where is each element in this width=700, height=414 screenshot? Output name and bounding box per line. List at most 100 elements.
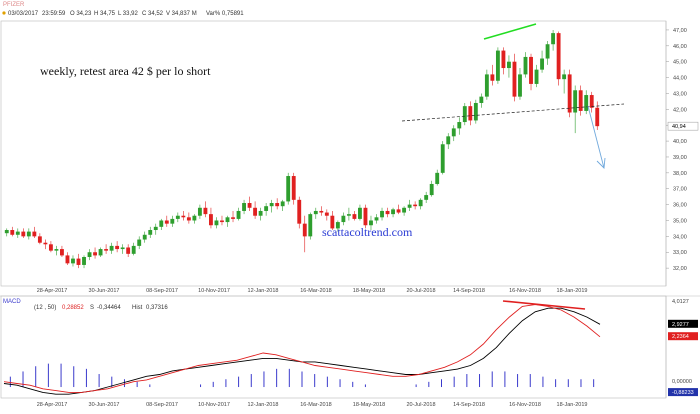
price-y-tick-label: 38,00 bbox=[673, 171, 687, 177]
candle bbox=[369, 215, 373, 231]
candle bbox=[87, 249, 92, 261]
candle bbox=[192, 214, 197, 224]
candle bbox=[407, 199, 412, 211]
price-y-tick-label: 46,00 bbox=[673, 44, 687, 50]
price-y-tick: 36,00 bbox=[666, 203, 687, 209]
price-y-tick-label: 32,00 bbox=[673, 266, 687, 272]
candle bbox=[534, 64, 539, 88]
candle bbox=[556, 31, 561, 86]
candle bbox=[15, 228, 20, 238]
quote-header: 03/03/2017 23:59:59 O 34,23 H 34,75 L 33… bbox=[8, 11, 244, 17]
candle bbox=[291, 172, 296, 205]
price-y-tick-label: 37,00 bbox=[673, 187, 687, 193]
candle bbox=[324, 209, 329, 221]
candle bbox=[578, 85, 583, 116]
price-plot-area bbox=[0, 20, 667, 287]
candle bbox=[275, 198, 280, 210]
macd-x-tick-label: 12-Jan-2018 bbox=[248, 402, 279, 408]
candle bbox=[462, 102, 467, 126]
price-y-tick: 32,00 bbox=[666, 266, 687, 272]
candle bbox=[26, 228, 31, 240]
candle bbox=[413, 201, 418, 210]
price-x-tick-label: 28-Apr-2017 bbox=[37, 288, 68, 294]
candle bbox=[435, 169, 440, 186]
candle bbox=[468, 101, 473, 126]
candle bbox=[82, 255, 86, 269]
candle bbox=[236, 207, 241, 221]
candle bbox=[93, 247, 97, 259]
candle bbox=[297, 196, 302, 229]
price-x-tick-label: 16-Mar-2018 bbox=[300, 288, 332, 294]
candle bbox=[424, 191, 429, 204]
price-y-tick-label: 35,00 bbox=[673, 218, 687, 224]
macd-y-tick-label: 4,0127 bbox=[672, 299, 689, 305]
price-y-tick: 44,00 bbox=[666, 76, 687, 82]
quote-time: 23:59:59 bbox=[42, 11, 66, 17]
candle bbox=[159, 218, 164, 231]
candle bbox=[170, 215, 175, 227]
price-x-tick-label: 20-Jul-2018 bbox=[406, 288, 435, 294]
quote-low: L 33,92 bbox=[118, 11, 138, 17]
candle bbox=[358, 204, 362, 221]
candle bbox=[264, 203, 269, 216]
candle bbox=[21, 228, 26, 238]
macd-title: MACD bbox=[3, 299, 21, 305]
candle bbox=[451, 125, 456, 142]
candle bbox=[286, 172, 291, 205]
candle bbox=[65, 252, 70, 265]
candle bbox=[418, 198, 423, 210]
candle bbox=[446, 133, 451, 150]
candle bbox=[148, 226, 153, 238]
candle bbox=[319, 206, 324, 216]
candle bbox=[4, 228, 9, 237]
candle bbox=[153, 223, 158, 235]
candle bbox=[98, 247, 103, 258]
candle bbox=[518, 68, 522, 100]
signal-line bbox=[3, 304, 601, 393]
candle bbox=[71, 255, 75, 267]
watermark: scattacoltrend.com bbox=[322, 225, 413, 239]
candle bbox=[335, 220, 340, 232]
candle bbox=[48, 241, 53, 253]
macd-x-tick-label: 20-Jul-2018 bbox=[406, 402, 435, 408]
candle bbox=[280, 199, 285, 211]
candle bbox=[380, 207, 384, 221]
candle bbox=[120, 244, 125, 254]
candle bbox=[363, 204, 368, 229]
quote-close: C 34,52 bbox=[142, 11, 164, 17]
candle bbox=[529, 53, 533, 91]
divergence-line bbox=[502, 300, 586, 310]
candle bbox=[302, 215, 307, 253]
price-y-tick-label: 39,00 bbox=[673, 155, 687, 161]
candle bbox=[242, 199, 246, 215]
macd-y-tick-label: 2,9277 bbox=[672, 322, 689, 328]
hist-letter: Hist bbox=[132, 305, 143, 311]
quote-open: O 34,23 bbox=[70, 11, 92, 17]
price-y-tick: 39,00 bbox=[666, 155, 687, 161]
candle bbox=[495, 47, 500, 84]
candle bbox=[313, 207, 318, 219]
candle bbox=[76, 253, 81, 269]
symbol-label: PFIZER bbox=[3, 2, 25, 8]
macd-x-tick-label: 10-Nov-2017 bbox=[198, 402, 230, 408]
price-y-tick-label: 47,00 bbox=[673, 28, 687, 34]
candle bbox=[60, 245, 64, 258]
signal-value: -0,34464 bbox=[97, 305, 121, 311]
candle bbox=[374, 214, 379, 224]
candle bbox=[402, 206, 407, 216]
price-y-tick: 42,00 bbox=[666, 107, 687, 113]
candlestick-series bbox=[4, 29, 600, 269]
macd-x-tick-label: 30-Jun-2017 bbox=[89, 402, 120, 408]
neckline-dashed bbox=[401, 103, 625, 122]
candle bbox=[142, 231, 147, 243]
price-y-tick: 37,00 bbox=[666, 187, 687, 193]
candle bbox=[10, 226, 15, 237]
price-y-tick: 38,00 bbox=[666, 171, 687, 177]
price-x-tick-label: 10-Nov-2017 bbox=[198, 288, 230, 294]
candle bbox=[308, 212, 313, 240]
candle bbox=[225, 215, 230, 227]
macd-y-tick: 4,0127 bbox=[672, 299, 689, 305]
candle bbox=[247, 196, 252, 211]
